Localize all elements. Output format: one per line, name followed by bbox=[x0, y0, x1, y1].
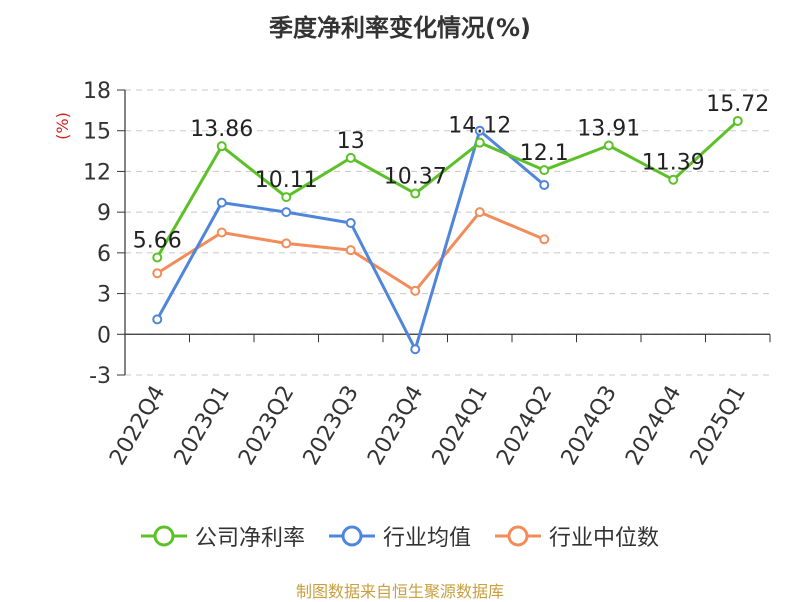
legend-swatch bbox=[328, 525, 375, 547]
data-point bbox=[474, 125, 485, 136]
x-tick-label: 2023Q2 bbox=[234, 382, 299, 470]
legend-label: 公司净利率 bbox=[194, 526, 305, 551]
data-point bbox=[216, 197, 227, 208]
legend-swatch-marker bbox=[507, 525, 529, 547]
data-label-layer: 5.66 13.86 10.11 13 10.37 14.12 12.1 13.9111.39… bbox=[133, 92, 769, 254]
y-tick-label: 3 bbox=[97, 283, 111, 308]
source-note: 制图数据来自恒生聚源数据库 bbox=[295, 582, 504, 601]
data-label: 13 bbox=[337, 129, 365, 154]
legend-label: 行业均值 bbox=[382, 526, 471, 551]
legend: 公司净利率 行业均值 行业中位数 bbox=[0, 520, 800, 552]
legend-swatch-marker bbox=[153, 525, 175, 547]
data-point bbox=[410, 344, 421, 355]
legend-item[interactable]: 行业中位数 bbox=[495, 520, 659, 552]
data-label: 13.86 bbox=[190, 117, 253, 142]
data-point bbox=[152, 252, 163, 263]
data-point bbox=[345, 218, 356, 228]
data-point bbox=[732, 115, 743, 126]
data-label: 5.66 bbox=[133, 228, 182, 253]
y-tick-label: 0 bbox=[97, 323, 111, 348]
data-point bbox=[281, 238, 292, 249]
x-tick-label: 2022Q4 bbox=[105, 382, 170, 470]
data-point bbox=[216, 227, 227, 238]
data-point bbox=[410, 285, 421, 296]
y-tick-label: 18 bbox=[83, 79, 111, 104]
data-point bbox=[281, 192, 292, 203]
legend-item[interactable]: 行业均值 bbox=[328, 520, 471, 552]
chart-title: 季度净利率变化情况(%) bbox=[269, 14, 531, 42]
legend-swatch bbox=[495, 525, 541, 547]
series-layer bbox=[152, 115, 743, 355]
legend-swatch-marker bbox=[341, 525, 363, 547]
x-tick-label: 2024Q3 bbox=[557, 382, 622, 470]
data-point bbox=[539, 180, 550, 190]
x-tick-label: 2025Q1 bbox=[686, 382, 751, 470]
x-tick-label: 2023Q3 bbox=[299, 382, 364, 470]
x-tick-label: 2024Q1 bbox=[428, 382, 493, 470]
data-point bbox=[539, 234, 550, 245]
legend-item[interactable]: 公司净利率 bbox=[140, 520, 305, 552]
y-axis-label: (%) bbox=[53, 112, 72, 140]
data-point bbox=[539, 165, 550, 176]
data-label: 13.91 bbox=[577, 117, 640, 142]
data-point bbox=[603, 140, 614, 151]
data-point bbox=[152, 314, 163, 325]
data-point bbox=[345, 152, 356, 163]
data-point bbox=[345, 245, 356, 256]
data-label: 11.39 bbox=[642, 151, 705, 176]
y-tick-label: 9 bbox=[97, 201, 111, 226]
data-label: 10.11 bbox=[255, 168, 318, 193]
data-point bbox=[281, 207, 292, 218]
series-line bbox=[155, 129, 546, 351]
data-point bbox=[474, 137, 485, 148]
legend-label: 行业中位数 bbox=[549, 526, 660, 551]
data-point bbox=[216, 141, 227, 152]
data-label: 12.1 bbox=[520, 141, 569, 166]
data-label: 14.12 bbox=[448, 114, 511, 139]
data-point bbox=[410, 188, 421, 199]
legend-swatch bbox=[140, 525, 187, 547]
data-label: 15.72 bbox=[706, 92, 769, 117]
y-tick-label: 6 bbox=[97, 242, 111, 267]
x-tick-label: 2023Q4 bbox=[363, 382, 428, 470]
data-point bbox=[668, 174, 679, 185]
data-point bbox=[474, 207, 485, 218]
data-label: 10.37 bbox=[384, 165, 447, 190]
x-tick-label: 2024Q2 bbox=[492, 382, 557, 470]
x-tick-label: 2023Q1 bbox=[170, 382, 235, 470]
series-line bbox=[155, 119, 739, 259]
y-tick-label: -3 bbox=[89, 364, 111, 389]
x-tick-label: 2024Q4 bbox=[621, 382, 686, 470]
y-tick-label: 12 bbox=[83, 160, 111, 185]
y-tick-label: 15 bbox=[83, 120, 111, 145]
data-point bbox=[152, 268, 163, 279]
